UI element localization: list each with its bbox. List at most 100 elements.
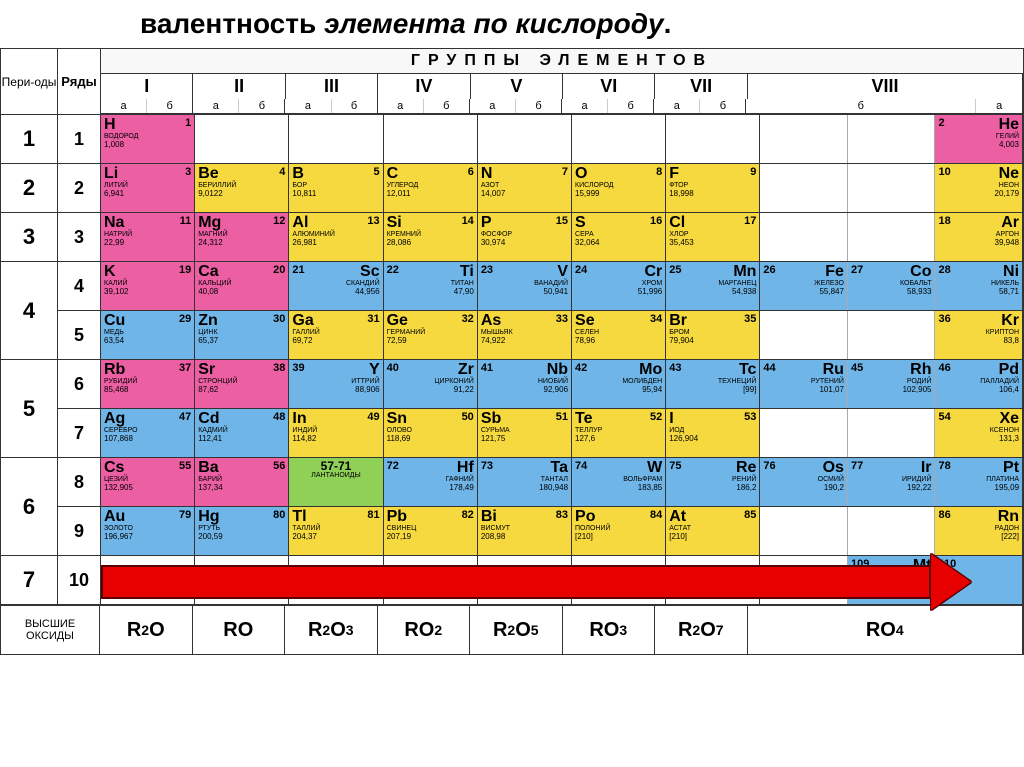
empty-cell [384,115,478,163]
ab-а: а [285,99,331,113]
atomic-mass: 18,998 [669,190,756,199]
atomic-number: 21 [292,264,304,276]
element-Ga: 31GaГАЛЛИЙ69,72 [289,311,383,359]
cell-viii: 2HeГЕЛИЙ4,003 [760,115,1023,163]
period-4: 4 [1,262,58,359]
atomic-number: 42 [575,362,587,374]
atomic-mass: 114,82 [292,435,379,444]
element-He: 2HeГЕЛИЙ4,003 [935,115,1022,163]
element-symbol: F [669,166,756,182]
atomic-number: 41 [481,362,493,374]
empty-cell [848,213,936,261]
atomic-mass: 131,3 [938,435,1019,444]
element-H: 1HВОДОРОД1,008 [101,115,195,163]
ab-а: а [193,99,239,113]
row-num-6: 6 [58,360,101,408]
element-Nb: 41NbНИОБИЙ92,906 [478,360,572,408]
atomic-number: 48 [273,411,285,423]
element-Ba: 56BaБАРИЙ137,34 [195,458,289,506]
atomic-mass: 95,94 [575,386,662,395]
element-symbol: Hf [387,460,474,476]
element-symbol: 57-71 [292,460,379,472]
row-num-2: 2 [58,164,101,212]
atomic-mass: 92,906 [481,386,568,395]
element-Mg: 12MgМАГНИЙ24,312 [195,213,289,261]
atomic-mass: 39,948 [938,239,1019,248]
atomic-mass: 126,904 [669,435,756,444]
element-symbol: He [938,117,1019,133]
element-Tc: 43TcТЕХНЕЦИЙ[99] [666,360,760,408]
element-Ar: 18ArАРГОН39,948 [935,213,1022,261]
element-Xe: 54XeКСЕНОН131,3 [935,409,1022,457]
atomic-mass: [222] [938,533,1019,542]
title-dot: . [664,8,672,39]
element-Au: 79AuЗОЛОТО196,967 [101,507,195,555]
ab-б: б [746,99,976,113]
atomic-number: 82 [462,509,474,521]
ab-а: а [976,99,1023,113]
element-symbol: Ta [481,460,568,476]
element-Sc: 21ScСКАНДИЙ44,956 [289,262,383,310]
element-Ni: 28NiНИКЕЛЬ58,71 [935,262,1022,310]
atomic-mass: 26,981 [292,239,379,248]
atomic-number: 24 [575,264,587,276]
empty-cell [760,115,848,163]
element-row: 6855CsЦЕЗИЙ132,90556BaБАРИЙ137,3457-71ЛА… [1,458,1023,507]
oxide-formula: R2O3 [285,606,378,654]
atomic-mass: 178,49 [387,484,474,493]
ab-а: а [378,99,424,113]
ab-б: б [516,99,562,113]
atomic-number: 46 [938,362,950,374]
atomic-mass: [99] [669,386,756,395]
cell-viii: 18ArАРГОН39,948 [760,213,1023,261]
oxide-formula: RO3 [563,606,656,654]
atomic-number: 7 [562,166,568,178]
atomic-number: 45 [851,362,863,374]
atomic-mass: 101,07 [763,386,844,395]
atomic-number: 3 [185,166,191,178]
element-At: 85AtАСТАТ[210] [666,507,760,555]
row-header: Ряды [58,49,101,114]
atomic-mass: 79,904 [669,337,756,346]
atomic-mass: 47,90 [387,288,474,297]
atomic-mass: 183,85 [575,484,662,493]
atomic-number: 43 [669,362,681,374]
atomic-mass: 4,003 [938,141,1019,150]
atomic-mass: 195,09 [938,484,1019,493]
element-symbol: B [292,166,379,182]
group-II: II [193,74,285,99]
atomic-number: 37 [179,362,191,374]
atomic-number: 54 [938,411,950,423]
row-num-5: 5 [58,311,101,359]
atomic-number: 36 [938,313,950,325]
atomic-number: 79 [179,509,191,521]
element-Be: 4BeБЕРИЛЛИЙ9,0122 [195,164,289,212]
cell-viii: 36KrКРИПТОН83,8 [760,311,1023,359]
element-Rh: 45RhРОДИЙ102,905 [848,360,936,408]
element-row: 223LiЛИТИЙ6,9414BeБЕРИЛЛИЙ9,01225BБОР10,… [1,164,1023,213]
element-Po: 84PoПОЛОНИЙ[210] [572,507,666,555]
atomic-number: 6 [468,166,474,178]
element-Al: 13AlАЛЮМИНИЙ26,981 [289,213,383,261]
element-Cr: 24CrХРОМ51,996 [572,262,666,310]
atomic-mass: 15,999 [575,190,662,199]
atomic-number: 86 [938,509,950,521]
element-Cl: 17ClХЛОР35,453 [666,213,760,261]
element-symbol: Zr [387,362,474,378]
atomic-number: 30 [273,313,285,325]
atomic-mass: 51,996 [575,288,662,297]
period-1: 1 [1,115,58,163]
atomic-number: 52 [650,411,662,423]
atomic-mass: 102,905 [851,386,932,395]
element-Cd: 48CdКАДМИЙ112,41 [195,409,289,457]
element-symbol: Mn [669,264,756,280]
element-symbol: Cr [575,264,662,280]
element-Tl: 81TlТАЛЛИЙ204,37 [289,507,383,555]
atomic-number: 34 [650,313,662,325]
element-C: 6CУГЛЕРОД12,011 [384,164,478,212]
empty-cell [760,507,848,555]
ab-б: б [332,99,378,113]
ab-subheader: абабабабабабабба [101,99,1023,114]
element-Ne: 10NeНЕОН20,179 [935,164,1022,212]
atomic-number: 5 [373,166,379,178]
